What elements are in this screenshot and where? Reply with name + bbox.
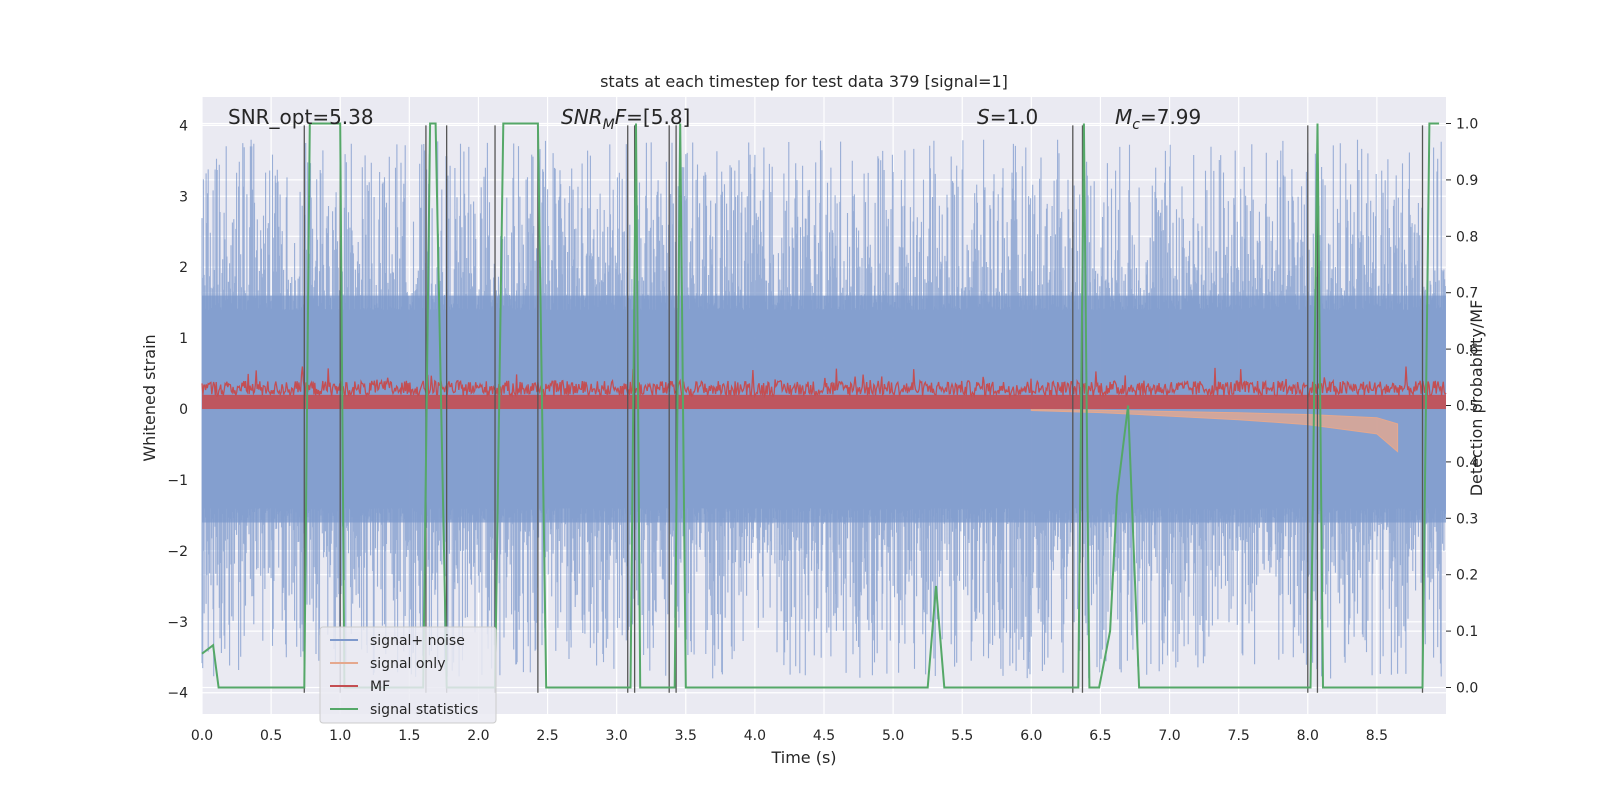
x-tick-label: 8.5: [1366, 728, 1388, 744]
y-tick-label: 1: [179, 331, 188, 347]
y-right-tick-label: 0.2: [1456, 568, 1478, 584]
y-right-tick-label: 0.6: [1456, 342, 1478, 358]
y-right-tick-label: 0.0: [1456, 680, 1478, 696]
y-right-tick-label: 0.8: [1456, 229, 1478, 245]
chart-title: stats at each timestep for test data 379…: [600, 72, 1008, 91]
x-tick-label: 1.5: [398, 728, 420, 744]
y-tick-label: −3: [167, 615, 188, 631]
y-right-tick-label: 1.0: [1456, 117, 1478, 133]
x-tick-label: 0.5: [260, 728, 282, 744]
mf-band: [202, 394, 1446, 410]
annotation-snr-mf: SNRMF=[5.8]: [561, 105, 690, 133]
x-tick-label: 4.0: [744, 728, 766, 744]
x-tick-label: 5.0: [882, 728, 904, 744]
y-right-tick-label: 0.9: [1456, 173, 1478, 189]
annotation-snr-opt: SNR_opt=5.38: [228, 105, 374, 129]
x-tick-label: 6.5: [1089, 728, 1111, 744]
x-tick-label: 6.0: [1020, 728, 1042, 744]
series-signal-statistics: [201, 122, 1440, 689]
y-right-tick-label: 0.4: [1456, 455, 1478, 471]
x-tick-label: 5.5: [951, 728, 973, 744]
legend: signal+ noise signal only MF signal stat…: [319, 626, 497, 724]
series-signal-only: [1030, 409, 1399, 453]
x-tick-label: 2.5: [536, 728, 558, 744]
annotation-mc: Mc=7.99: [1115, 105, 1201, 133]
y-tick-label: −4: [167, 686, 188, 702]
x-tick-label: 7.5: [1228, 728, 1250, 744]
x-axis-label: Time (s): [770, 748, 836, 767]
y-tick-label: 2: [179, 260, 188, 276]
y-right-tick-label: 0.1: [1456, 624, 1478, 640]
x-tick-label: 3.0: [606, 728, 628, 744]
x-tick-label: 7.0: [1158, 728, 1180, 744]
annotation-s: S=1.0: [977, 105, 1038, 129]
x-tick-label: 3.5: [675, 728, 697, 744]
legend-label-stat: signal statistics: [370, 702, 478, 718]
y-right-tick-label: 0.5: [1456, 399, 1478, 415]
y-right-tick-label: 0.3: [1456, 511, 1478, 527]
legend-label-noise: signal+ noise: [370, 633, 465, 649]
y-axis-right-label: Detection probability/MF: [1467, 300, 1486, 497]
x-tick-label: 0.0: [191, 728, 213, 744]
y-tick-label: −2: [167, 544, 188, 560]
y-axis-label: Whitened strain: [140, 334, 159, 461]
x-tick-label: 8.0: [1297, 728, 1319, 744]
y-tick-label: 0: [179, 402, 188, 418]
y-tick-label: 3: [179, 189, 188, 205]
legend-label-mf: MF: [370, 679, 390, 695]
y-tick-label: −1: [167, 473, 188, 489]
y-right-tick-label: 0.7: [1456, 286, 1478, 302]
y-tick-label: 4: [179, 118, 188, 134]
x-tick-label: 2.0: [467, 728, 489, 744]
x-tick-label: 1.0: [329, 728, 351, 744]
legend-label-signal: signal only: [370, 656, 445, 672]
series-mf: [201, 366, 1447, 399]
x-tick-label: 4.5: [813, 728, 835, 744]
